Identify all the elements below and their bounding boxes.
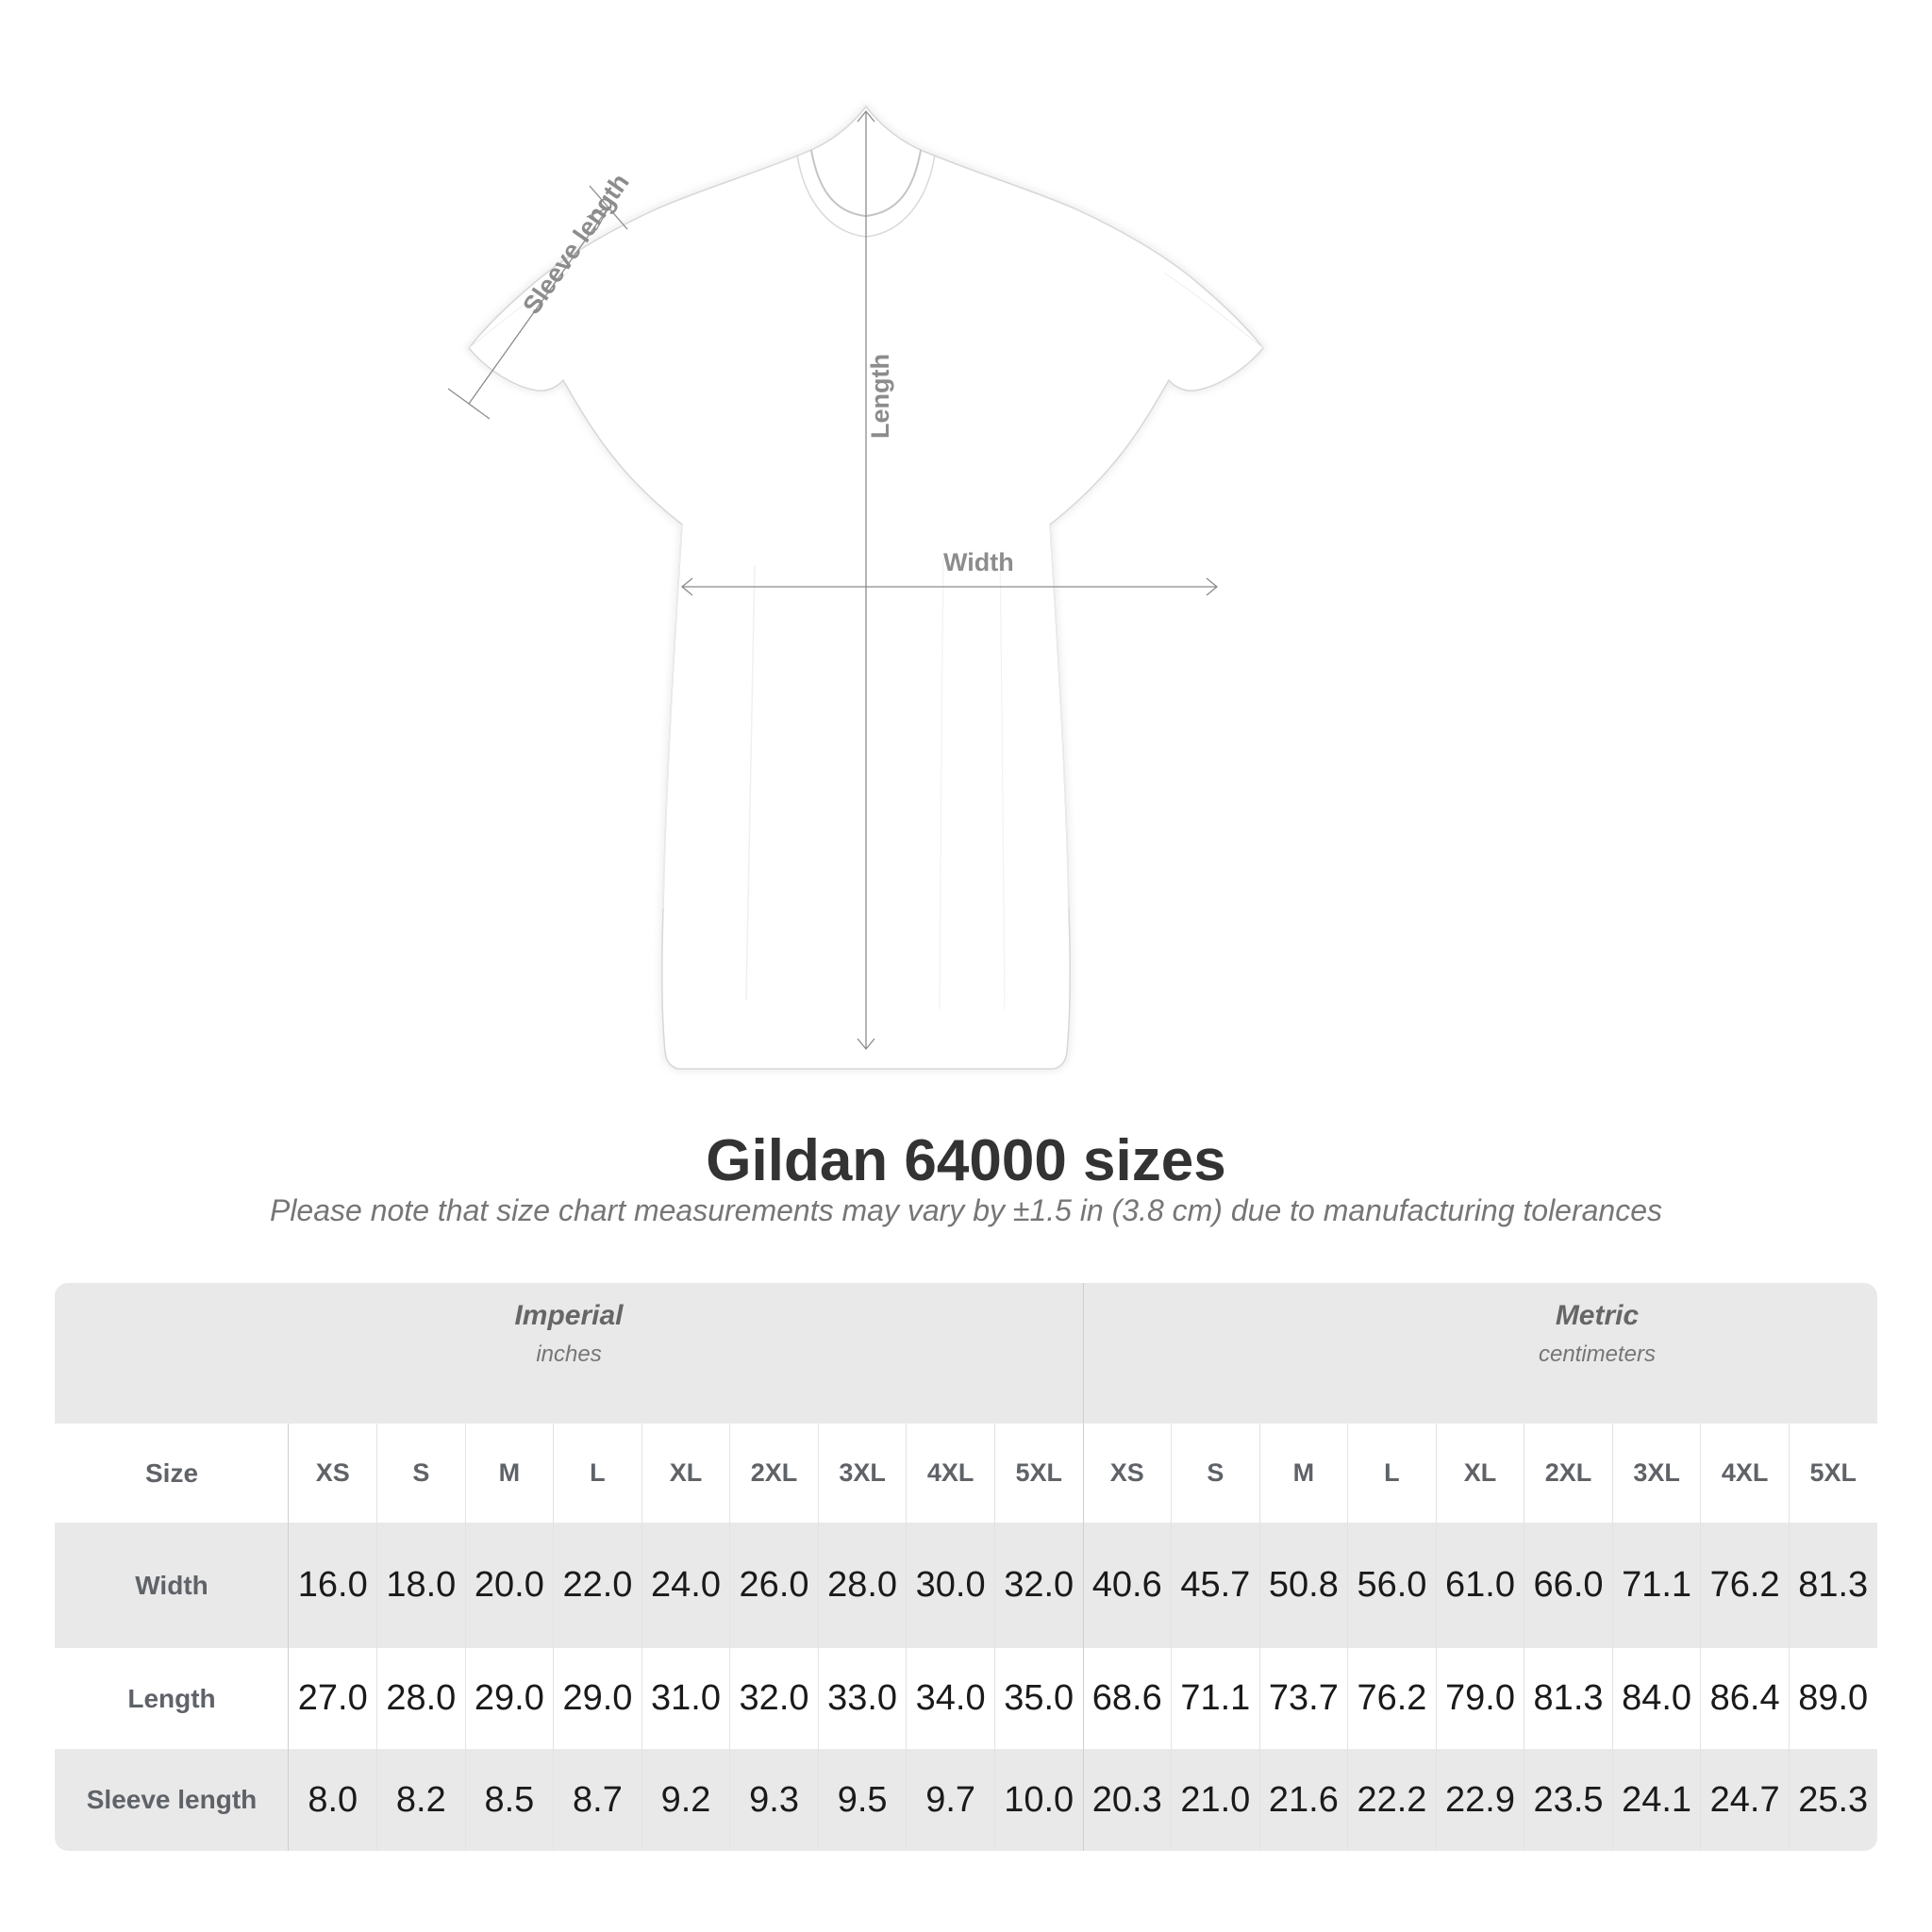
svg-text:Length: Length <box>866 354 894 439</box>
svg-text:Width: Width <box>943 548 1014 576</box>
